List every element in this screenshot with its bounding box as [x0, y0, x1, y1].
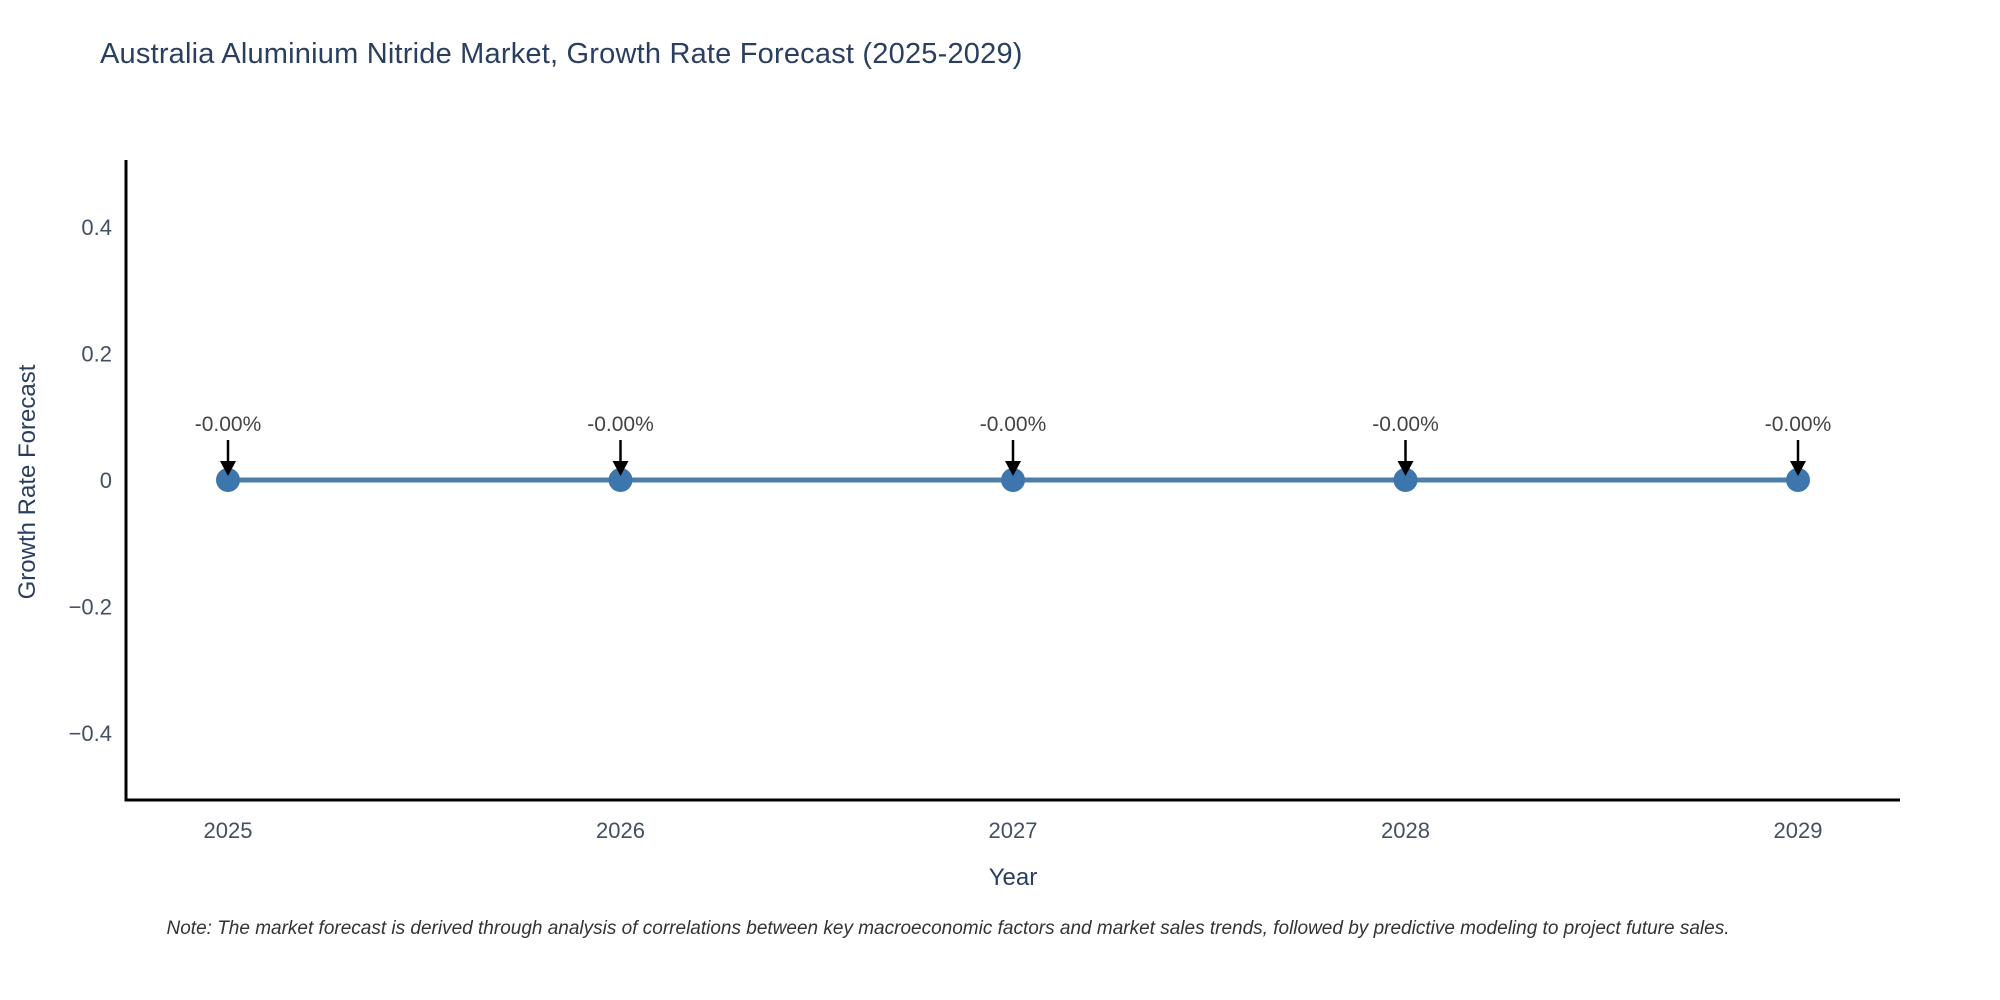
data-point [216, 468, 240, 492]
x-tick-label: 2028 [1381, 818, 1430, 843]
y-tick-label: 0.4 [81, 215, 112, 240]
annotation-label: -0.00% [195, 413, 262, 436]
x-tick-label: 2025 [204, 818, 253, 843]
data-point [608, 468, 633, 492]
data-point [1786, 468, 1810, 492]
annotation-arrowhead [220, 461, 236, 476]
y-tick-label: 0 [100, 468, 112, 493]
annotation-label: -0.00% [980, 413, 1047, 436]
y-tick-label: −0.2 [69, 594, 112, 619]
annotation-arrowhead [612, 461, 629, 476]
x-tick-label: 2027 [989, 818, 1038, 843]
footnote: Note: The market forecast is derived thr… [166, 918, 1730, 939]
data-point [1393, 468, 1418, 492]
annotation-label: -0.00% [1372, 413, 1439, 436]
x-tick-label: 2029 [1774, 818, 1823, 843]
x-tick-label: 2026 [596, 818, 645, 843]
x-axis-title: Year [988, 864, 1038, 891]
annotation-arrowhead [1005, 461, 1021, 476]
annotation-label: -0.00% [587, 413, 654, 436]
annotation-label: -0.00% [1765, 413, 1832, 436]
annotation-arrowhead [1397, 461, 1414, 476]
y-tick-label: −0.4 [69, 721, 112, 746]
y-tick-label: 0.2 [81, 342, 112, 367]
data-point [1001, 468, 1025, 492]
annotation-arrowhead [1790, 461, 1806, 476]
chart-title: Australia Aluminium Nitride Market, Grow… [100, 38, 1023, 70]
